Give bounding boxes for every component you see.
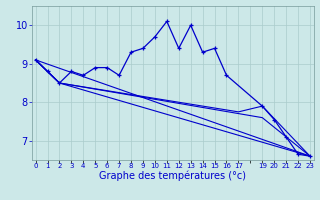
X-axis label: Graphe des températures (°c): Graphe des températures (°c): [99, 171, 246, 181]
